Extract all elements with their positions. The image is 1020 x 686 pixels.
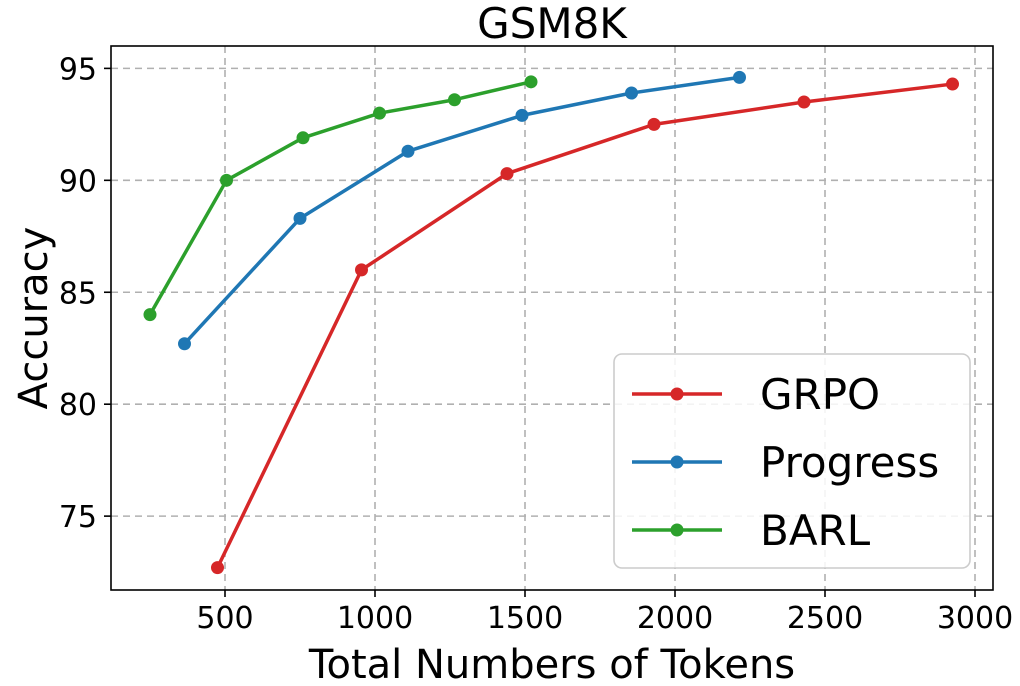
chart-title: GSM8K bbox=[477, 0, 628, 48]
x-tick-label: 1000 bbox=[337, 601, 413, 636]
data-point bbox=[500, 167, 514, 181]
x-tick-label: 3000 bbox=[937, 601, 1013, 636]
ticks: 500 1000 1500 2000 2500 3000 75 80 85 90 95 bbox=[59, 52, 1013, 636]
x-tick-label: 2000 bbox=[637, 601, 713, 636]
x-axis-label: Total Numbers of Tokens bbox=[308, 642, 795, 686]
y-tick-label: 80 bbox=[59, 388, 97, 423]
series-barl bbox=[143, 75, 538, 322]
data-point bbox=[946, 77, 959, 91]
plot-frame bbox=[110, 45, 994, 591]
y-axis-label: Accuracy bbox=[11, 227, 57, 410]
data-point bbox=[797, 95, 811, 109]
legend-label: GRPO bbox=[760, 370, 880, 419]
y-tick-label: 90 bbox=[59, 164, 97, 199]
data-point bbox=[143, 308, 157, 322]
legend-label: Progress bbox=[760, 438, 939, 487]
series-line bbox=[183, 75, 740, 345]
data-point bbox=[401, 144, 415, 158]
series-line bbox=[215, 82, 953, 569]
data-point bbox=[647, 117, 661, 131]
data-point bbox=[625, 86, 638, 100]
legend-marker bbox=[670, 455, 684, 469]
series-layer bbox=[143, 70, 959, 575]
series-line bbox=[148, 80, 532, 316]
data-point bbox=[211, 561, 224, 575]
legend-marker bbox=[670, 523, 684, 537]
legend-item: GRPO bbox=[632, 370, 880, 419]
data-point bbox=[448, 93, 461, 107]
legend-box bbox=[613, 353, 971, 569]
y-tick-label: 85 bbox=[59, 276, 97, 311]
legend: GRPO Progress BARL bbox=[613, 353, 971, 569]
series-grpo bbox=[211, 77, 959, 575]
data-point bbox=[178, 337, 191, 351]
series-progress bbox=[178, 70, 746, 351]
y-tick-label: 75 bbox=[59, 500, 97, 535]
x-tick-label: 500 bbox=[196, 601, 253, 636]
y-tick-label: 95 bbox=[59, 52, 97, 87]
legend-item: BARL bbox=[632, 506, 871, 555]
data-point bbox=[220, 173, 233, 187]
legend-marker bbox=[670, 387, 684, 401]
data-point bbox=[373, 106, 386, 120]
data-point bbox=[296, 131, 310, 145]
data-point bbox=[355, 263, 368, 277]
data-point bbox=[524, 75, 538, 89]
data-point bbox=[293, 211, 307, 225]
data-point bbox=[515, 108, 529, 122]
x-tick-label: 2500 bbox=[787, 601, 863, 636]
x-tick-label: 1500 bbox=[487, 601, 563, 636]
legend-label: BARL bbox=[760, 506, 871, 555]
data-point bbox=[733, 70, 746, 84]
legend-item: Progress bbox=[632, 438, 939, 487]
